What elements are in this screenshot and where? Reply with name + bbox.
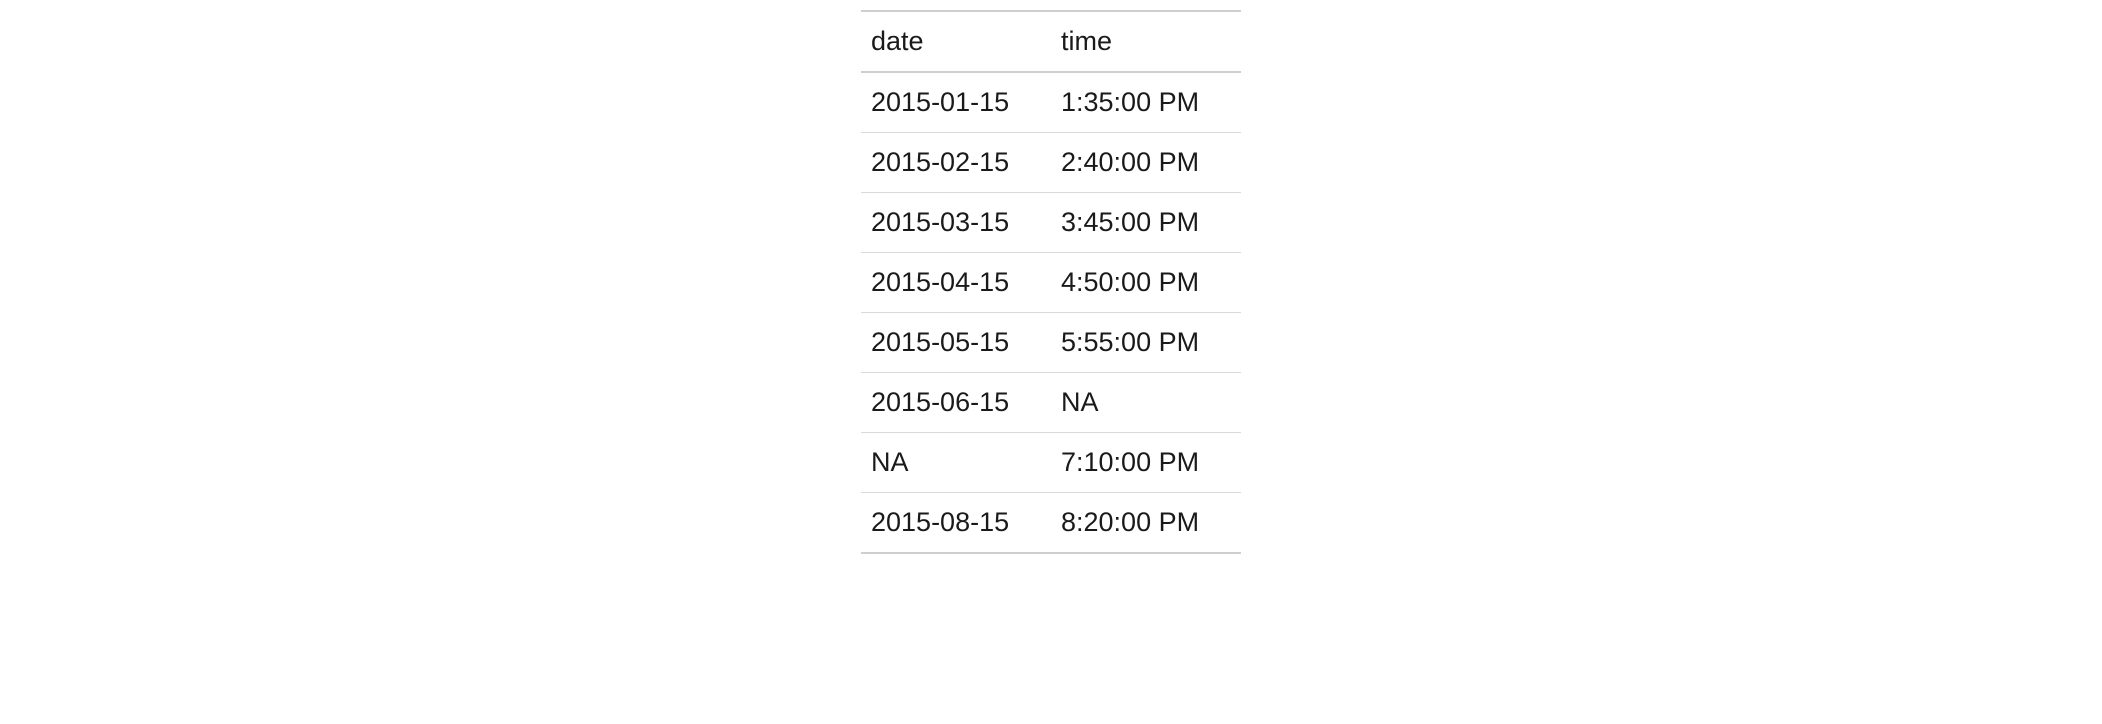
cell-time: 1:35:00 PM — [1051, 72, 1241, 133]
table-row: 2015-06-15 NA — [861, 373, 1241, 433]
table-row: NA 7:10:00 PM — [861, 433, 1241, 493]
data-table: date time 2015-01-15 1:35:00 PM 2015-02-… — [861, 10, 1241, 554]
cell-date: 2015-02-15 — [861, 133, 1051, 193]
cell-time: 4:50:00 PM — [1051, 253, 1241, 313]
table-row: 2015-01-15 1:35:00 PM — [861, 72, 1241, 133]
cell-date: 2015-04-15 — [861, 253, 1051, 313]
cell-date: 2015-01-15 — [861, 72, 1051, 133]
cell-date: 2015-05-15 — [861, 313, 1051, 373]
cell-time: 8:20:00 PM — [1051, 493, 1241, 554]
table-header-row: date time — [861, 11, 1241, 72]
cell-time: NA — [1051, 373, 1241, 433]
table-row: 2015-08-15 8:20:00 PM — [861, 493, 1241, 554]
cell-time: 7:10:00 PM — [1051, 433, 1241, 493]
col-header-time: time — [1051, 11, 1241, 72]
table-row: 2015-05-15 5:55:00 PM — [861, 313, 1241, 373]
cell-time: 5:55:00 PM — [1051, 313, 1241, 373]
col-header-date: date — [861, 11, 1051, 72]
cell-date: 2015-06-15 — [861, 373, 1051, 433]
table-row: 2015-02-15 2:40:00 PM — [861, 133, 1241, 193]
cell-time: 2:40:00 PM — [1051, 133, 1241, 193]
cell-time: 3:45:00 PM — [1051, 193, 1241, 253]
cell-date: NA — [861, 433, 1051, 493]
table-row: 2015-04-15 4:50:00 PM — [861, 253, 1241, 313]
cell-date: 2015-03-15 — [861, 193, 1051, 253]
cell-date: 2015-08-15 — [861, 493, 1051, 554]
table-row: 2015-03-15 3:45:00 PM — [861, 193, 1241, 253]
